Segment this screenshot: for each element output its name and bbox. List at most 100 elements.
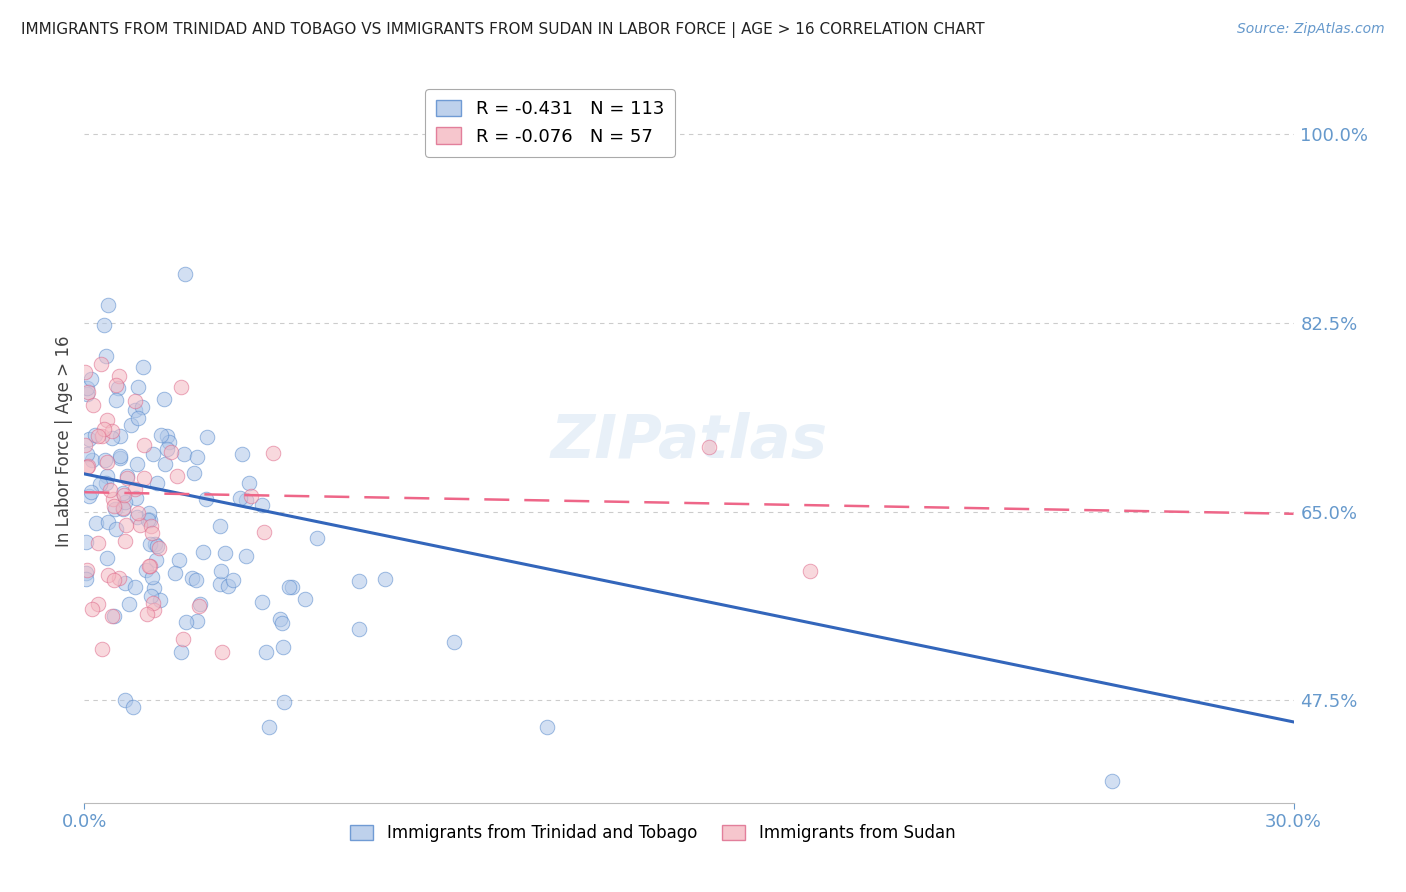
Point — [257, 720, 280, 734]
Point — [143, 582, 166, 596]
Y-axis label: In Labor Force | Age > 16: In Labor Force | Age > 16 — [55, 335, 73, 548]
Point — [129, 517, 152, 532]
Point — [79, 489, 101, 503]
Point — [96, 413, 118, 427]
Point — [186, 450, 208, 464]
Point — [231, 447, 253, 461]
Point — [124, 482, 146, 496]
Point — [799, 564, 821, 578]
Point — [142, 603, 165, 617]
Point — [107, 381, 129, 395]
Point — [127, 507, 149, 521]
Point — [96, 469, 118, 483]
Point — [101, 431, 124, 445]
Point — [101, 609, 124, 624]
Point — [111, 501, 134, 516]
Point — [169, 380, 191, 394]
Point — [131, 401, 153, 415]
Point — [536, 720, 558, 734]
Point — [186, 615, 208, 629]
Point — [156, 429, 179, 443]
Point — [114, 495, 136, 509]
Point — [262, 445, 284, 459]
Point — [253, 525, 276, 540]
Point — [229, 491, 252, 506]
Point — [149, 428, 172, 442]
Point — [108, 429, 131, 443]
Point — [76, 381, 98, 395]
Point — [156, 442, 179, 457]
Point — [273, 695, 295, 709]
Point — [235, 549, 257, 564]
Point — [124, 580, 146, 594]
Point — [90, 357, 112, 371]
Point — [188, 599, 211, 614]
Point — [269, 612, 291, 626]
Point — [127, 457, 149, 471]
Point — [132, 438, 155, 452]
Point — [76, 563, 98, 577]
Point — [195, 430, 218, 444]
Point — [172, 632, 194, 646]
Point — [94, 349, 117, 363]
Point — [80, 372, 103, 386]
Point — [138, 506, 160, 520]
Point — [138, 559, 160, 574]
Point — [107, 571, 129, 585]
Text: ZIPatlas: ZIPatlas — [550, 412, 828, 471]
Point — [115, 470, 138, 484]
Point — [76, 566, 98, 580]
Point — [82, 453, 104, 467]
Point — [84, 516, 107, 530]
Point — [270, 615, 292, 630]
Point — [166, 469, 188, 483]
Point — [77, 433, 100, 447]
Point — [174, 268, 197, 282]
Point — [349, 574, 371, 589]
Point — [173, 447, 195, 461]
Point — [443, 635, 465, 649]
Point — [114, 693, 136, 707]
Point — [75, 437, 97, 451]
Text: IMMIGRANTS FROM TRINIDAD AND TOBAGO VS IMMIGRANTS FROM SUDAN IN LABOR FORCE | AG: IMMIGRANTS FROM TRINIDAD AND TOBAGO VS I… — [21, 22, 984, 38]
Point — [90, 641, 112, 656]
Point — [104, 377, 127, 392]
Point — [222, 574, 245, 588]
Point — [132, 359, 155, 374]
Point — [157, 434, 180, 449]
Point — [208, 519, 231, 533]
Point — [104, 502, 127, 516]
Point — [76, 459, 98, 474]
Point — [124, 403, 146, 417]
Point — [183, 466, 205, 480]
Point — [141, 525, 163, 540]
Point — [208, 576, 231, 591]
Point — [153, 457, 176, 471]
Point — [139, 537, 162, 551]
Point — [374, 572, 396, 586]
Point — [103, 609, 125, 624]
Point — [97, 515, 120, 529]
Point — [135, 563, 157, 577]
Point — [94, 475, 117, 490]
Point — [254, 645, 277, 659]
Legend: Immigrants from Trinidad and Tobago, Immigrants from Sudan: Immigrants from Trinidad and Tobago, Imm… — [343, 817, 962, 848]
Point — [112, 488, 135, 502]
Point — [142, 595, 165, 609]
Point — [184, 573, 207, 587]
Point — [136, 513, 159, 527]
Point — [194, 492, 217, 507]
Point — [98, 483, 121, 498]
Point — [217, 579, 239, 593]
Point — [181, 571, 204, 585]
Point — [82, 398, 104, 412]
Point — [136, 607, 159, 621]
Point — [148, 541, 170, 556]
Point — [191, 545, 214, 559]
Point — [112, 500, 135, 515]
Point — [108, 450, 131, 465]
Point — [103, 573, 125, 587]
Point — [1101, 774, 1123, 789]
Point — [211, 645, 233, 659]
Point — [82, 602, 104, 616]
